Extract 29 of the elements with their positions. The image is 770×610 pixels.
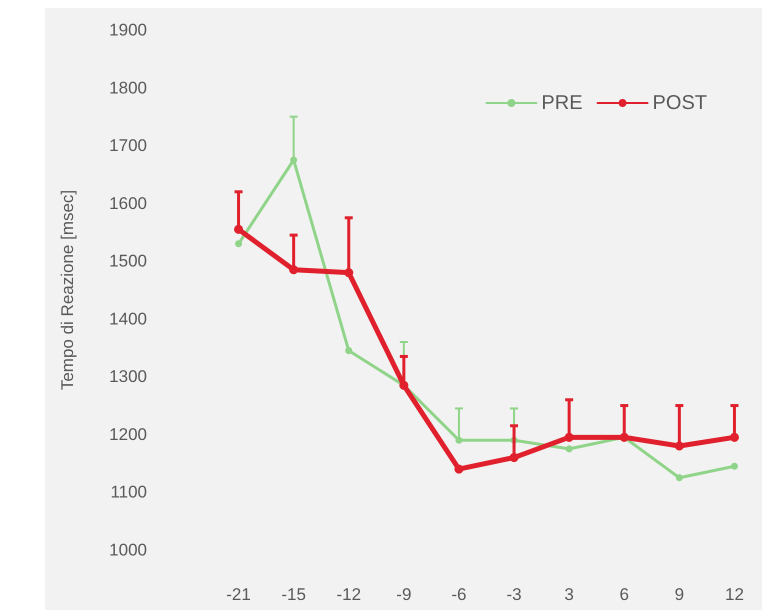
y-tick-label: 1500 — [109, 252, 147, 271]
legend-label: PRE — [541, 92, 583, 114]
y-tick-label: 1300 — [109, 367, 147, 386]
point — [235, 240, 242, 248]
y-tick-label: 1800 — [109, 78, 147, 98]
y-tick-label: 1200 — [109, 424, 147, 444]
y-axis-title: Tempo di Reazione [msec] — [58, 190, 77, 390]
x-tick-label: 12 — [724, 585, 744, 604]
y-tick-label: 1100 — [110, 482, 147, 502]
y-tick-label: 1400 — [109, 309, 147, 328]
point — [454, 464, 464, 474]
point — [566, 445, 573, 452]
x-tick-label: 3 — [564, 585, 574, 604]
legend-label: POST — [652, 92, 707, 114]
y-tick-label: 1600 — [109, 194, 147, 213]
x-tick-label: -12 — [336, 585, 362, 604]
y-tick-label: 1700 — [109, 136, 147, 156]
x-tick-label: -3 — [506, 585, 522, 604]
y-tick-label: 1900 — [109, 20, 147, 40]
point — [730, 462, 738, 470]
x-tick-label: -6 — [451, 585, 467, 604]
point — [345, 347, 352, 354]
x-tick-label: 9 — [674, 585, 684, 604]
x-tick-label: -15 — [281, 585, 306, 604]
y-tick-label: 1000 — [109, 540, 147, 560]
point — [676, 474, 683, 482]
x-tick-label: -21 — [226, 585, 251, 604]
x-tick-label: 6 — [620, 585, 629, 604]
x-tick-label: -9 — [396, 585, 412, 604]
